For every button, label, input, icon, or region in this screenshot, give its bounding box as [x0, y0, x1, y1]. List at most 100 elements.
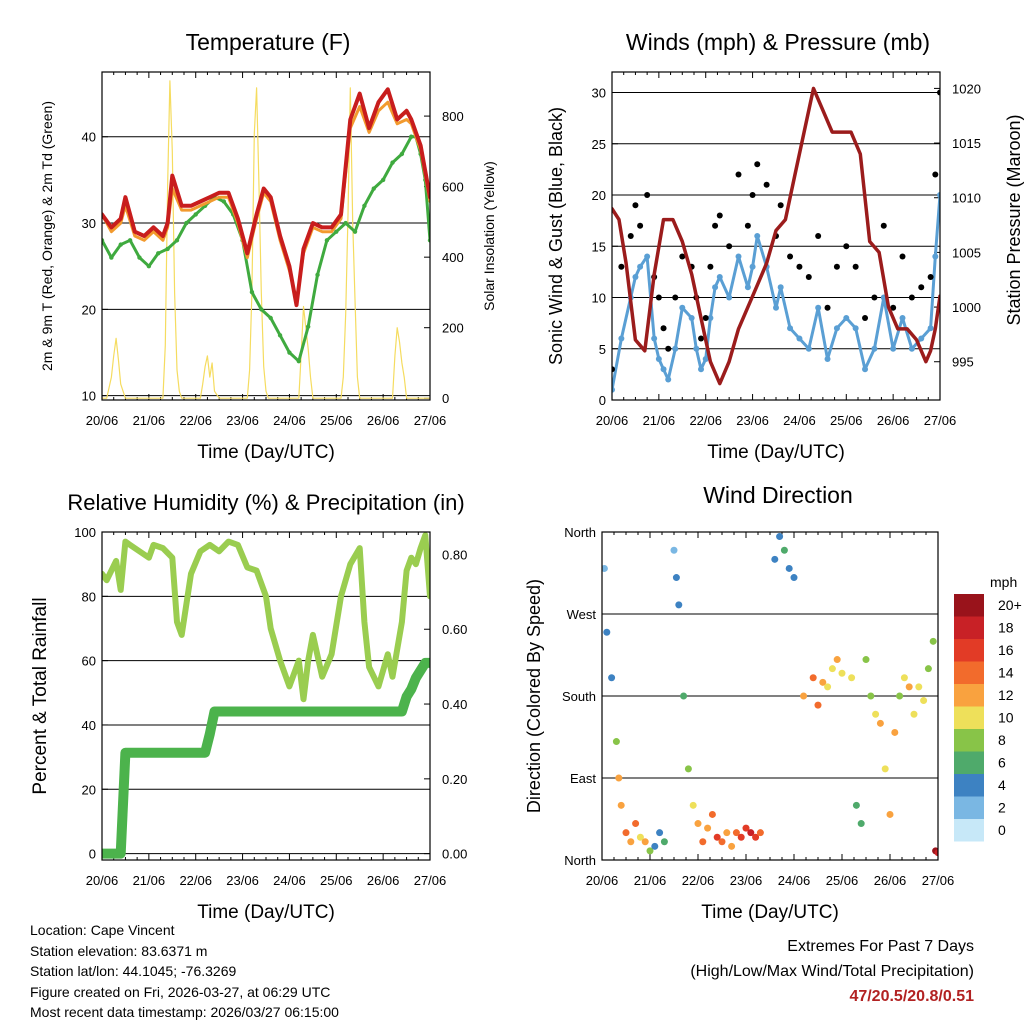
gust-point	[852, 263, 859, 270]
x-tick-label: 23/06	[736, 413, 769, 428]
gust-point	[805, 274, 812, 280]
wind-point	[632, 274, 639, 280]
gust-point	[660, 325, 667, 332]
y-axis-label: Percent & Total Rainfall	[30, 597, 51, 794]
colorbar-label: 6	[998, 755, 1006, 771]
wind-point	[660, 366, 667, 373]
plot-area	[102, 80, 430, 399]
dewpoint-point	[174, 238, 180, 243]
wind-point	[777, 284, 784, 291]
wind-point	[773, 304, 779, 311]
gust-point	[833, 263, 840, 270]
direction-point	[824, 683, 832, 691]
x-tick-label: 23/06	[226, 413, 259, 428]
direction-point	[680, 692, 688, 700]
direction-point	[617, 801, 625, 809]
y-tick-label: North	[564, 853, 596, 868]
wind-point	[637, 263, 644, 270]
y-right-tick-label: 0.00	[442, 847, 467, 862]
colorbar-swatch	[954, 751, 984, 774]
x-axis-label: Time (Day/UTC)	[197, 902, 335, 923]
wind-point	[862, 366, 869, 373]
gust-point	[862, 315, 869, 321]
wind-point	[918, 335, 925, 342]
x-tick-label: 24/06	[273, 873, 306, 888]
direction-point	[602, 564, 608, 572]
plot-area	[602, 533, 938, 857]
y-axis-right-label: Solar Insolation (Yellow)	[481, 161, 497, 311]
y-tick-label: 10	[82, 389, 96, 404]
gust-point	[702, 315, 709, 321]
plot-frame	[611, 71, 941, 401]
gust-point	[612, 366, 615, 373]
colorbar-label: 4	[998, 777, 1006, 793]
recent-data-text: Most recent data timestamp: 2026/03/27 0…	[30, 1004, 339, 1020]
x-tick-label: 25/06	[830, 413, 863, 428]
y-tick-label: 10	[592, 291, 606, 306]
colorbar-swatch	[954, 684, 984, 707]
direction-point	[704, 824, 712, 832]
y-tick-label: 20	[82, 302, 96, 317]
x-tick-label: 26/06	[874, 873, 907, 888]
gust-point	[843, 243, 850, 250]
wind-point	[716, 274, 723, 280]
colorbar-swatch	[954, 729, 984, 752]
wind-point	[688, 315, 695, 321]
x-tick-label: 24/06	[783, 413, 816, 428]
direction-point	[627, 838, 635, 846]
x-tick-label: 22/06	[179, 413, 212, 428]
plot-frame	[601, 531, 939, 861]
y-tick-label: 25	[592, 137, 606, 152]
colorbar-label: 14	[998, 665, 1014, 681]
dewpoint-point	[118, 242, 123, 247]
direction-point	[881, 765, 889, 773]
colorbar-label: 16	[998, 642, 1014, 658]
gust-point	[644, 192, 651, 198]
dewpoint-point	[165, 246, 170, 252]
x-tick-label: 27/06	[924, 413, 957, 428]
gust-point	[672, 294, 679, 301]
gust-point	[735, 171, 742, 178]
gust-point	[679, 253, 686, 260]
direction-point	[915, 683, 923, 691]
direction-point	[689, 801, 697, 809]
y-right-tick-label: 995	[952, 355, 974, 370]
direction-point	[814, 701, 822, 709]
direction-point	[632, 820, 640, 828]
wind-point	[679, 304, 686, 311]
wind-point	[672, 345, 679, 352]
colorbar-label: 18	[998, 620, 1014, 636]
x-tick-label: 27/06	[414, 413, 447, 428]
dewpoint-point	[184, 220, 189, 226]
direction-point	[660, 838, 668, 846]
y-right-tick-label: 400	[442, 250, 464, 265]
x-tick-label: 24/06	[273, 413, 306, 428]
y-right-tick-label: 200	[442, 321, 464, 336]
series-2m-t	[102, 87, 430, 308]
y-tick-label: 100	[74, 525, 96, 540]
wind-point	[824, 356, 831, 362]
dewpoint-point	[109, 255, 114, 260]
direction-point	[924, 665, 932, 673]
gust-point	[698, 335, 705, 342]
direction-point	[718, 838, 726, 846]
x-tick-label: 21/06	[133, 413, 166, 428]
y-tick-label: North	[564, 525, 596, 540]
y-right-tick-label: 1010	[952, 191, 981, 206]
y-right-tick-label: 1020	[952, 81, 981, 96]
dewpoint-point	[277, 333, 283, 338]
x-tick-label: 26/06	[367, 873, 400, 888]
dewpoint-point	[127, 238, 133, 243]
wind-point	[744, 284, 751, 291]
y-tick-label: East	[570, 771, 596, 786]
y-tick-label: 40	[82, 718, 96, 733]
wind-point	[726, 294, 733, 301]
x-tick-label: 20/06	[86, 873, 119, 888]
gust-point	[787, 253, 794, 260]
direction-point	[651, 842, 659, 850]
y-tick-label: 15	[592, 239, 606, 254]
direction-point	[896, 692, 904, 700]
y-tick-label: 40	[82, 130, 96, 145]
colorbar-label: 12	[998, 687, 1014, 703]
